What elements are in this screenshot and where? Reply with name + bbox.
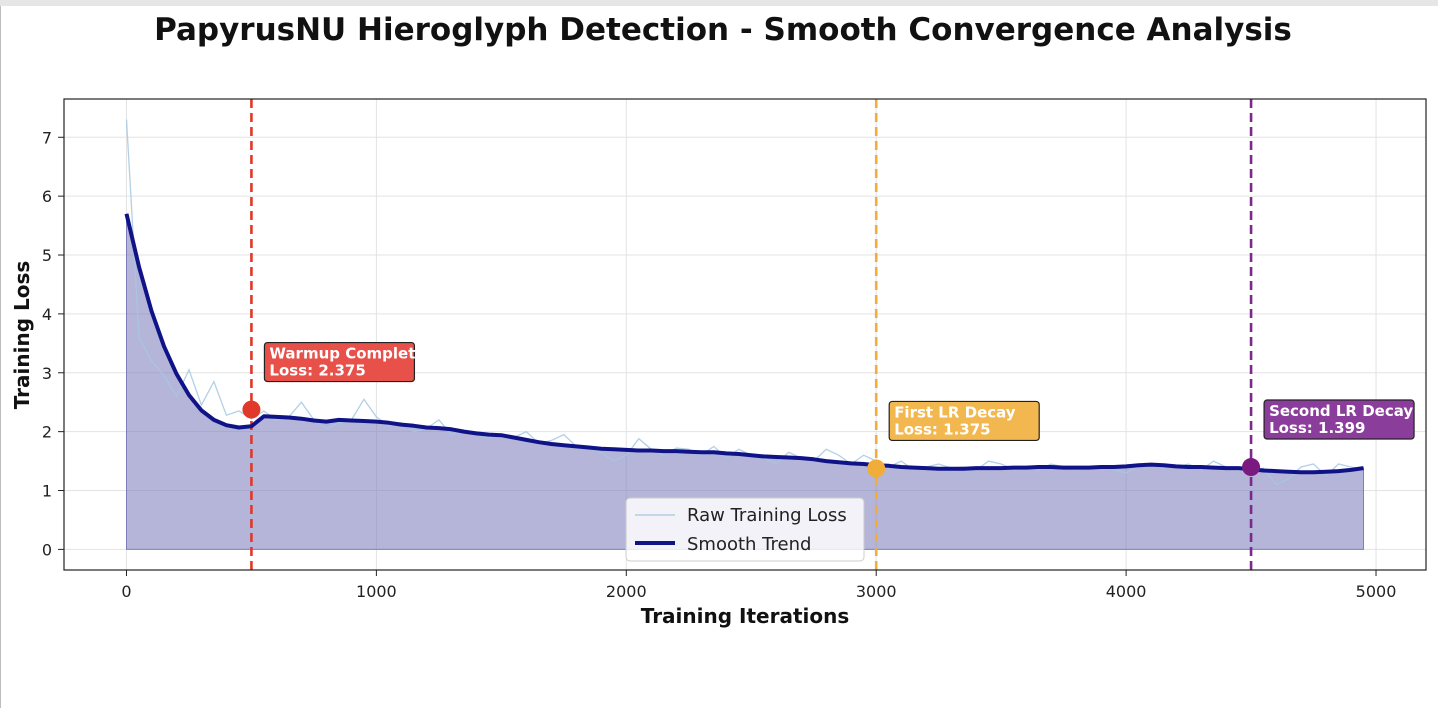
window-left-border [0,6,1,708]
chart-title: PapyrusNU Hieroglyph Detection - Smooth … [154,12,1292,48]
smooth-trend-layer [124,213,1364,475]
x-tick-label: 0 [121,582,131,601]
event-markers-layer [242,400,1261,478]
x-axis-ticks: 0 1000 2000 3000 4000 5000 [121,570,1396,601]
annotation-loss: Loss: 1.399 [1269,419,1365,437]
y-tick-label: 0 [42,540,52,559]
x-tick-label: 5000 [1356,582,1397,601]
x-tick-label: 3000 [856,582,897,601]
y-axis-label: Training Loss [10,261,34,410]
annotation-box [888,400,1040,442]
annotation-box [263,341,416,383]
y-tick-label: 6 [42,187,52,206]
smooth-trend-line [124,213,1364,475]
event-lines-layer [250,99,1253,570]
annotation-title: Warmup Complete [269,345,425,363]
legend-smooth-label: Smooth Trend [687,534,811,555]
x-tick-label: 1000 [356,582,397,601]
annotation-title: Second LR Decay [1269,402,1413,420]
annotation-loss: Loss: 1.375 [894,420,990,438]
y-tick-label: 4 [42,305,52,324]
window-top-bar [0,0,1438,6]
event-marker [1242,458,1261,477]
y-tick-label: 7 [42,128,52,147]
annotation-title: First LR Decay [894,403,1016,421]
annotation-box [1263,399,1415,440]
y-tick-label: 2 [42,423,52,442]
plot-frame [63,98,1427,571]
y-tick-label: 1 [42,482,52,501]
legend-raw-label: Raw Training Loss [687,505,847,526]
y-axis-ticks: 0 1 2 3 4 5 6 7 [42,128,64,559]
legend: Raw Training Loss Smooth Trend [625,497,865,562]
legend-box [625,497,865,562]
x-tick-label: 2000 [606,582,647,601]
event-marker [867,459,886,478]
annotation-loss: Loss: 2.375 [269,362,365,380]
x-axis-label: Training Iterations [641,604,850,628]
x-tick-label: 4000 [1106,582,1147,601]
y-tick-label: 3 [42,364,52,383]
event-marker [242,400,261,419]
y-tick-label: 5 [42,246,52,265]
